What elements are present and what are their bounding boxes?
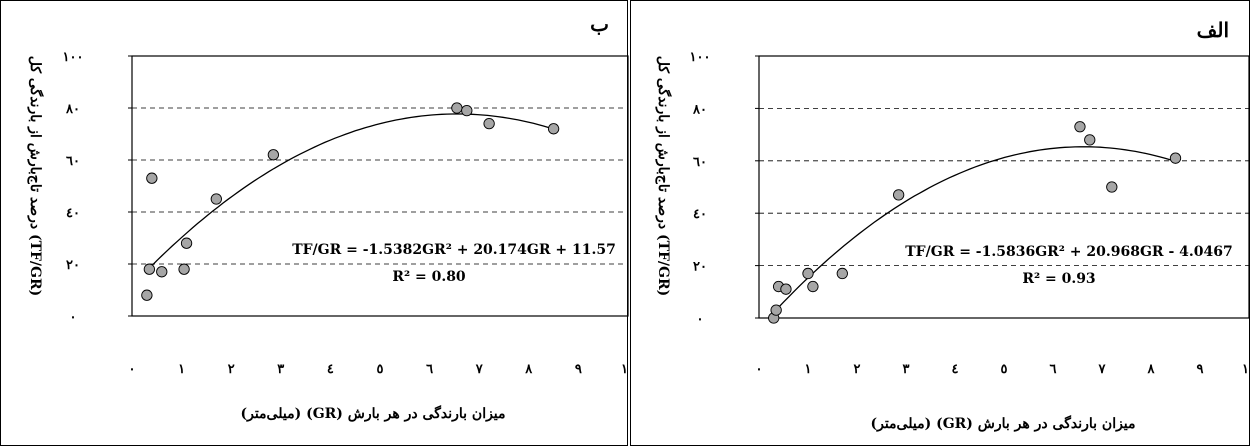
y-tick-label: ۲۰: [693, 260, 707, 275]
x-tick-label: ٨: [524, 362, 533, 377]
x-tick-label: ۳: [277, 362, 284, 377]
panel-label: الف: [1197, 18, 1229, 42]
data-point: [1084, 134, 1096, 146]
data-point: [836, 267, 848, 280]
fit-equation: TF/GR = -1.5836GR² + 20.968GR - 4.0467: [905, 244, 1232, 260]
x-tick-label: ۲: [228, 362, 235, 377]
x-tick-label: ۲: [854, 362, 861, 377]
y-tick-label: ٦۰: [66, 154, 80, 169]
x-tick-label: ٧: [475, 362, 484, 377]
data-point: [1074, 121, 1086, 133]
data-point: [143, 263, 156, 275]
x-tick-label: ۱: [805, 362, 812, 377]
fit-curve: [146, 113, 554, 271]
data-point: [146, 172, 158, 184]
x-tick-label: ٥: [377, 362, 384, 377]
x-tick-label: ٦: [1050, 362, 1057, 377]
data-point: [267, 149, 280, 161]
y-tick-label: ۸۰: [65, 102, 80, 117]
y-tick-label: ٦۰: [693, 155, 707, 170]
x-tick-label: ٧: [1098, 362, 1107, 377]
data-point: [780, 283, 792, 295]
data-point: [770, 304, 782, 316]
y-tick-label: ٤۰: [66, 206, 80, 221]
data-point: [461, 104, 473, 117]
r-squared: R² = 0.80: [392, 269, 466, 285]
x-tick-label: ۱۰: [621, 362, 629, 377]
x-tick-label: ۰: [129, 362, 136, 377]
data-point: [892, 189, 905, 201]
x-tick-label: ٤: [327, 362, 334, 377]
x-tick-label: ۳: [903, 362, 910, 377]
x-tick-label: ٥: [1001, 362, 1008, 377]
fit-equation: TF/GR = -1.5382GR² + 20.174GR + 11.57: [292, 242, 616, 258]
data-point: [1106, 181, 1118, 193]
x-tick-label: ٩: [575, 362, 582, 377]
x-axis-label: میزان بارندگی در هر بارش (GR) (میلی‌متر): [870, 415, 1135, 432]
x-tick-label: ٤: [952, 362, 959, 377]
y-axis-label: (TF/GR) درصد تاج‌بارش از بارندگی کل: [655, 56, 672, 297]
x-tick-label: ۱: [178, 362, 185, 377]
data-point: [180, 237, 193, 249]
y-tick-label: ۸۰: [692, 102, 707, 117]
r-squared: R² = 0.93: [1022, 271, 1095, 287]
y-tick-label: ۱۰۰: [690, 50, 711, 65]
x-tick-label: ۱۰: [1242, 362, 1250, 377]
y-tick-label: ۲۰: [66, 258, 80, 273]
chart-panel-alef: ۰ ۲۰ ٤۰ ٦۰ ۸۰ ۱۰۰ ۰ ۱ ۲ ۳ ٤ ٥ ٦ ٧ ٨ ٩ ۱۰ میزان بارندگی در…: [630, 0, 1250, 446]
y-axis-label: (TF/GR) درصد تاج‌بارش از بارندگی کل: [27, 56, 44, 297]
x-tick-label: ۰: [756, 362, 763, 377]
plot-area: [758, 55, 1250, 319]
plot-area: [131, 55, 629, 317]
data-point: [156, 266, 168, 278]
fit-curve: [773, 146, 1176, 313]
x-tick-label: ٩: [1197, 362, 1204, 377]
y-tick-label: ۰: [70, 310, 77, 325]
panel-label: ب: [590, 12, 609, 36]
x-tick-label: ٨: [1147, 362, 1156, 377]
chart-panel-b: ۰ ۲۰ ٤۰ ٦۰ ۸۰ ۱۰۰ ۰ ۱ ۲ ۳ ٤ ٥ ٦ ٧ ٨ ٩ ۱۰ میزان بارندگی در…: [0, 0, 629, 446]
data-point: [483, 117, 495, 130]
y-tick-label: ٤۰: [693, 207, 707, 222]
data-point: [1169, 152, 1182, 164]
data-point: [451, 102, 463, 114]
y-tick-label: ۰: [697, 312, 704, 327]
x-tick-label: ٦: [426, 362, 433, 377]
data-point: [547, 123, 560, 135]
data-point: [141, 289, 153, 301]
chart-alef-svg: ۰ ۲۰ ٤۰ ٦۰ ۸۰ ۱۰۰ ۰ ۱ ۲ ۳ ٤ ٥ ٦ ٧ ٨ ٩ ۱۰ میزان بارندگی در…: [655, 18, 1250, 432]
x-axis-label: میزان بارندگی در هر بارش (GR) (میلی‌متر): [240, 405, 505, 422]
data-point: [802, 267, 814, 280]
y-tick-label: ۱۰۰: [63, 50, 84, 65]
chart-b-svg: ۰ ۲۰ ٤۰ ٦۰ ۸۰ ۱۰۰ ۰ ۱ ۲ ۳ ٤ ٥ ٦ ٧ ٨ ٩ ۱۰ میزان بارندگی در…: [27, 12, 629, 422]
data-point: [210, 193, 222, 205]
data-point: [178, 263, 190, 275]
data-point: [807, 280, 819, 293]
